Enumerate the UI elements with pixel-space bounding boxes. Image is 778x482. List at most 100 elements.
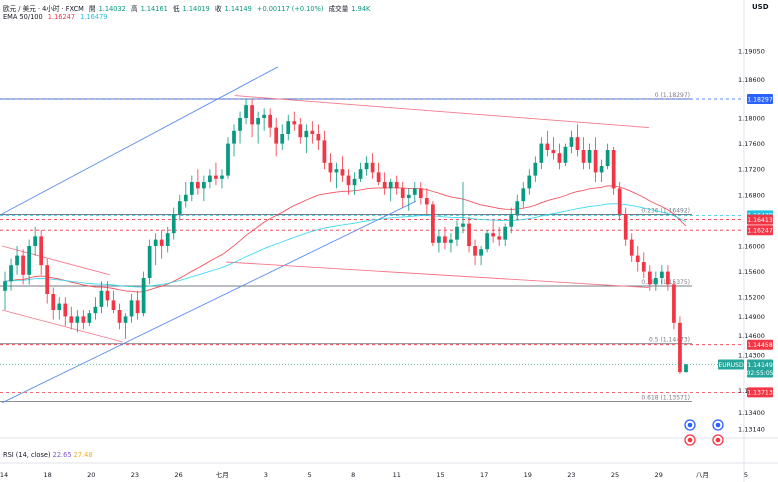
candle-body bbox=[202, 182, 206, 189]
candle-body bbox=[479, 249, 483, 256]
y-tick-label: 1.14900 bbox=[738, 313, 765, 321]
x-tick-label: 18 bbox=[44, 471, 52, 479]
ema-label: EMA 50/100 bbox=[3, 13, 43, 21]
x-tick-label: 25 bbox=[611, 471, 619, 479]
open-label: 開 bbox=[88, 5, 96, 13]
red-channel-left-lower bbox=[1, 309, 123, 343]
candle-body bbox=[569, 137, 574, 147]
candle-body bbox=[352, 178, 357, 186]
y-tick-label: 1.16000 bbox=[738, 243, 765, 251]
candle-body bbox=[497, 236, 502, 240]
rsi-value-2: 27.48 bbox=[73, 451, 93, 459]
ema100-line bbox=[4, 203, 687, 288]
candle-body bbox=[3, 281, 7, 291]
candle-body bbox=[443, 236, 447, 243]
candle-body bbox=[195, 182, 200, 189]
candle-body bbox=[165, 233, 170, 246]
candle-body bbox=[533, 162, 538, 176]
candle-body bbox=[473, 246, 477, 256]
ema-legend[interactable]: EMA 50/100 1.16247 1.16479 bbox=[3, 13, 110, 21]
close-value: 1.14149 bbox=[224, 5, 252, 13]
candle-body bbox=[382, 182, 387, 189]
high-label: 高 bbox=[130, 5, 138, 13]
candle-body bbox=[27, 246, 31, 275]
candle-body bbox=[280, 134, 285, 144]
price-badge-label: 1.16247 bbox=[747, 227, 773, 234]
candle-body bbox=[232, 130, 236, 144]
price-badge-label: 1.13713 bbox=[747, 390, 773, 397]
candle-body bbox=[147, 246, 152, 278]
candle-body bbox=[340, 169, 345, 176]
candle-body bbox=[503, 226, 508, 240]
y-tick-label: 1.17600 bbox=[738, 140, 765, 148]
candle-body bbox=[93, 306, 98, 314]
chart-header: 欧元 / 美元 · 4小时 · FXCM 開 1.14032 高 1.14161 低… bbox=[3, 3, 373, 13]
candle-body bbox=[99, 290, 104, 307]
price-badge-label: 1.16413 bbox=[747, 217, 773, 224]
event-flag-dot bbox=[715, 437, 721, 443]
candle-body bbox=[9, 265, 13, 282]
price-badge bbox=[747, 214, 773, 225]
candle-body bbox=[672, 284, 676, 323]
candle-body bbox=[563, 146, 568, 163]
x-tick-label: 8 bbox=[351, 471, 355, 479]
candle-body bbox=[587, 150, 592, 163]
candle-body bbox=[437, 236, 441, 243]
candle-body bbox=[418, 188, 423, 198]
candle-body bbox=[57, 303, 62, 310]
fib-level-label: 0.618 (1.13571) bbox=[641, 394, 690, 401]
candle-body bbox=[304, 130, 309, 138]
candle-body bbox=[141, 278, 146, 314]
x-tick-label: 23 bbox=[131, 471, 139, 479]
price-badge bbox=[747, 225, 773, 236]
candle-body bbox=[286, 121, 291, 134]
candle-body bbox=[412, 188, 417, 195]
x-tick-label: 19 bbox=[524, 471, 532, 479]
currency-label[interactable]: USD bbox=[752, 3, 769, 11]
event-flag-dot bbox=[687, 437, 693, 443]
candle-body bbox=[310, 130, 315, 134]
candle-body bbox=[45, 265, 50, 294]
candle-body bbox=[346, 175, 351, 186]
price-badge bbox=[747, 387, 773, 398]
x-tick-label: 5 bbox=[744, 471, 748, 479]
candle-body bbox=[509, 214, 514, 227]
candle-body bbox=[153, 239, 158, 246]
candle-body bbox=[358, 169, 363, 179]
candle-body bbox=[135, 300, 140, 314]
candle-body bbox=[467, 223, 471, 246]
candle-body bbox=[208, 175, 212, 182]
rsi-legend[interactable]: RSI (14, close) 22.65 27.48 bbox=[3, 451, 93, 459]
candle-body bbox=[111, 300, 116, 310]
candle-body bbox=[298, 124, 303, 138]
x-tick-label: 26 bbox=[174, 471, 182, 479]
x-tick-label: 八月 bbox=[696, 471, 709, 479]
candle-body bbox=[593, 150, 598, 173]
candle-body bbox=[551, 150, 556, 154]
candle-body bbox=[322, 140, 327, 163]
x-tick-label: 23 bbox=[567, 471, 575, 479]
candle-body bbox=[629, 239, 634, 256]
low-value: 1.14019 bbox=[182, 5, 210, 13]
candle-body bbox=[256, 118, 260, 125]
x-tick-label: 14 bbox=[0, 471, 8, 479]
price-badge-label: 1.18297 bbox=[747, 96, 773, 103]
candle-body bbox=[527, 175, 532, 189]
candle-body bbox=[63, 303, 68, 317]
candle-body bbox=[545, 143, 550, 150]
candle-body bbox=[660, 271, 664, 278]
price-badge-label: 1.14458 bbox=[747, 342, 773, 349]
candle-body bbox=[274, 127, 279, 144]
event-flag-dot bbox=[715, 422, 721, 428]
candle-body bbox=[177, 201, 182, 214]
candle-body bbox=[250, 105, 254, 125]
candle-body bbox=[262, 114, 267, 118]
volume-value: 1.94K bbox=[351, 5, 371, 13]
candle-body bbox=[485, 233, 489, 250]
fib-level-label: 0.382 (1.15375) bbox=[641, 279, 690, 286]
candle-body bbox=[623, 214, 628, 240]
candle-body bbox=[226, 143, 230, 176]
x-tick-label: 3 bbox=[264, 471, 268, 479]
ema50-value: 1.16247 bbox=[47, 13, 76, 21]
